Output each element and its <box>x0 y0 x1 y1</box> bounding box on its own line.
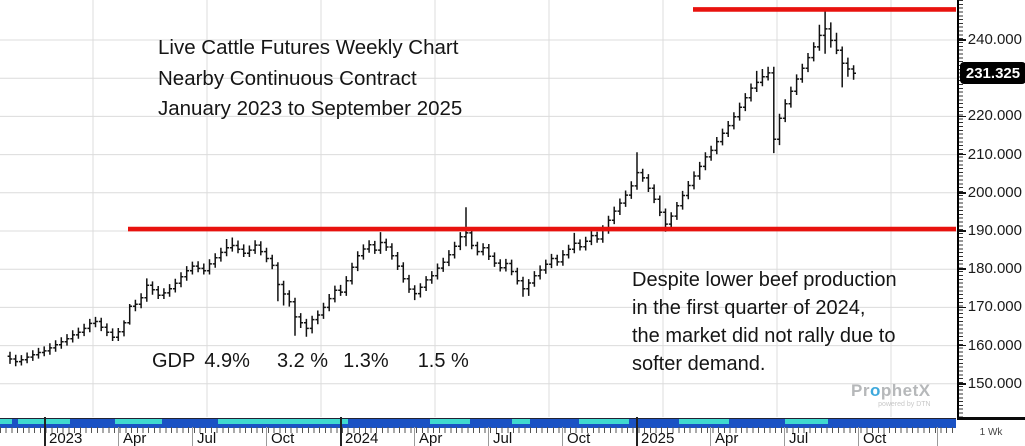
time-axis-separator <box>858 427 859 446</box>
price-axis-label: 180.000 <box>967 260 1022 278</box>
last-price-marker: 231.325 <box>960 62 1025 85</box>
price-axis-major-tick <box>959 344 966 347</box>
time-axis-separator <box>562 427 563 446</box>
time-axis-label: Jul <box>197 430 217 446</box>
price-axis: 231.325 240.000 220.000 210.000 200.000 190.… <box>957 0 1025 417</box>
price-axis-label: 160.000 <box>967 336 1022 354</box>
price-axis-label: 240.000 <box>967 31 1022 48</box>
price-axis-major-tick <box>959 383 966 385</box>
price-axis-major-tick <box>959 115 966 118</box>
chart-title-line3: January 2023 to September 2025 <box>158 97 463 120</box>
gdp-value-q2-2024: 1.5 % <box>417 350 469 372</box>
price-axis-label: 170.000 <box>967 298 1022 316</box>
time-axis-label: Oct <box>863 430 887 446</box>
time-axis-label: 2023 <box>49 430 83 446</box>
market-note-annotation: Despite lower beef production in the fir… <box>632 266 897 378</box>
time-axis-label: Oct <box>567 430 591 446</box>
gdp-value-q4-2023: 3.2 % <box>276 350 329 372</box>
time-axis-separator <box>710 427 711 446</box>
price-axis-major-tick <box>959 268 966 270</box>
time-axis-separator <box>118 427 119 446</box>
scrollbar-loaded-segment <box>679 419 729 424</box>
prophetx-watermark: ProphetX powered by DTN <box>851 381 931 412</box>
price-axis-label: 220.000 <box>967 107 1022 125</box>
chart-title-line1: Live Cattle Futures Weekly Chart <box>158 36 459 59</box>
scrollbar-loaded-segment <box>512 419 530 424</box>
time-axis-separator <box>636 417 638 446</box>
time-axis-label: Jul <box>789 430 809 446</box>
watermark-text-post: phetX <box>880 381 931 400</box>
price-axis-label: 190.000 <box>967 222 1022 239</box>
price-axis-label: 150.000 <box>967 374 1022 392</box>
price-axis-label: 200.000 <box>967 183 1022 201</box>
watermark-tagline: powered by DTN <box>878 401 931 408</box>
scrollbar-loaded-segment <box>785 419 828 424</box>
time-axis-label: Apr <box>419 430 443 446</box>
scrollbar-loaded-segment <box>218 419 348 424</box>
time-axis-label: 2024 <box>345 430 379 446</box>
time-axis-separator <box>414 427 415 446</box>
watermark-text-pre: Pr <box>851 381 870 400</box>
note-line3: the market did not rally due to <box>632 325 896 347</box>
time-axis-label: Jul <box>493 430 513 446</box>
watermark-text-o: o <box>869 381 881 400</box>
time-axis-separator <box>784 427 785 446</box>
gdp-value-q1-2024: 1.3% <box>343 350 389 372</box>
note-line2: in the first quarter of 2024, <box>632 297 866 319</box>
scrollbar-loaded-segment <box>0 419 12 424</box>
time-axis-separator <box>44 417 46 446</box>
gdp-value-q3-2023: 4.9% <box>204 350 250 372</box>
price-axis-label: 210.000 <box>967 145 1022 163</box>
interval-label: 1 Wk <box>957 417 1025 446</box>
chart-title: Live Cattle Futures Weekly Chart Nearby … <box>158 33 462 125</box>
note-line1: Despite lower beef production <box>632 269 897 291</box>
price-axis-major-tick <box>959 39 966 41</box>
scrollbar-loaded-segment <box>115 419 162 424</box>
scrollbar-loaded-segment <box>430 419 470 424</box>
price-axis-major-tick <box>959 153 966 156</box>
time-axis-minor-ticks <box>0 427 956 433</box>
price-chart-canvas[interactable] <box>0 0 957 418</box>
time-axis-label: Oct <box>271 430 295 446</box>
price-axis-minor-ticks <box>959 0 963 417</box>
time-axis-separator <box>937 427 938 446</box>
price-axis-major-tick <box>959 306 966 309</box>
time-axis-separator <box>266 427 267 446</box>
gdp-label: GDP <box>152 350 196 372</box>
gdp-annotation: GDP 4.9% 3.2 % 1.3% 1.5 % <box>152 350 469 373</box>
time-axis-label: Apr <box>123 430 147 446</box>
time-axis-label: Apr <box>715 430 739 446</box>
scrollbar-loaded-segment <box>579 419 629 424</box>
time-axis-separator <box>192 427 193 446</box>
note-line4: softer demand. <box>632 353 766 375</box>
chart-title-line2: Nearby Continuous Contract <box>158 66 417 90</box>
time-axis-separator <box>340 417 342 446</box>
time-axis-label: 2025 <box>641 430 675 446</box>
price-axis-major-tick <box>959 230 966 232</box>
time-axis-separator <box>488 427 489 446</box>
price-axis-major-tick <box>959 192 966 194</box>
